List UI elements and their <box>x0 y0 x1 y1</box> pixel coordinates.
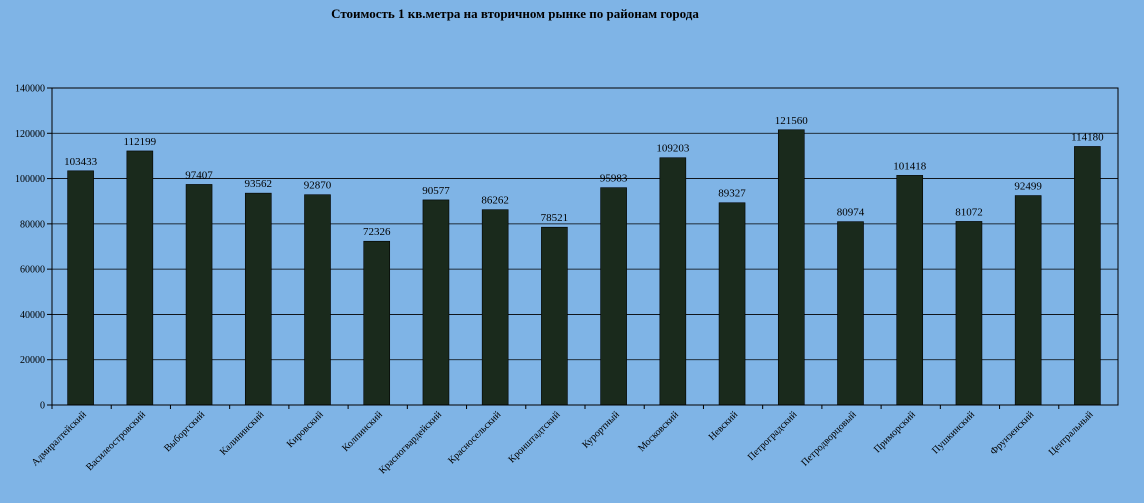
y-tick-label: 100000 <box>15 174 45 185</box>
y-tick-label: 140000 <box>15 84 45 95</box>
bar <box>363 240 391 406</box>
category-label: Приморский <box>872 409 918 455</box>
data-label: 121560 <box>775 115 809 127</box>
y-tick-label: 0 <box>40 401 45 412</box>
data-label: 114180 <box>1071 131 1104 143</box>
category-label: Кронштадтский <box>506 409 562 465</box>
data-label: 72326 <box>363 226 391 238</box>
bar <box>718 202 746 406</box>
bar <box>185 184 213 406</box>
category-label: Колпинский <box>340 409 385 454</box>
category-label: Калининский <box>218 409 267 458</box>
chart-title: Стоимость 1 кв.метра на вторичном рынке … <box>331 6 699 21</box>
data-label: 103433 <box>64 156 98 168</box>
category-label: Петроградский <box>746 409 800 463</box>
category-label: Василеостровский <box>84 409 148 473</box>
y-tick-label: 80000 <box>20 219 45 230</box>
data-label: 81072 <box>955 206 983 218</box>
bar <box>659 157 687 406</box>
bar <box>67 170 94 406</box>
data-label: 78521 <box>541 212 569 224</box>
data-label: 95983 <box>600 173 628 185</box>
category-label: Выборгский <box>162 409 207 454</box>
y-tick-label: 40000 <box>20 310 45 321</box>
category-label: Красногвардейский <box>377 409 444 476</box>
bar <box>1074 146 1101 406</box>
data-label: 93562 <box>245 178 273 190</box>
data-label: 80974 <box>837 207 865 219</box>
bar <box>896 175 924 406</box>
grid-lines <box>52 132 1118 361</box>
data-label: 92870 <box>304 180 332 192</box>
bar <box>955 221 983 406</box>
category-label: Курортный <box>580 409 622 451</box>
bar <box>244 192 272 406</box>
data-label: 86262 <box>481 195 509 207</box>
category-label: Невский <box>707 409 741 443</box>
data-label: 97407 <box>185 169 213 181</box>
category-label: Кировский <box>285 409 326 450</box>
category-label: Красносельский <box>446 409 504 467</box>
data-label: 89327 <box>718 188 746 200</box>
data-label: 101418 <box>893 160 927 172</box>
y-tick-label: 120000 <box>15 129 45 140</box>
bar <box>304 194 331 406</box>
bar <box>837 221 864 406</box>
category-label: Пушкинский <box>930 409 977 456</box>
bar <box>600 187 627 406</box>
axes <box>47 87 1119 409</box>
bar <box>126 150 154 406</box>
category-label: Петродворцовый <box>799 409 859 469</box>
bar <box>422 199 450 406</box>
data-label: 90577 <box>422 185 450 197</box>
bar <box>481 209 509 406</box>
category-label: Фрунзенский <box>988 409 1036 457</box>
data-label: 109203 <box>656 143 690 155</box>
y-tick-label: 20000 <box>20 355 45 366</box>
category-label: Московский <box>636 409 681 454</box>
category-label: Адмиралтейский <box>30 409 90 469</box>
category-label: Центральный <box>1047 409 1096 458</box>
bars <box>67 129 1101 406</box>
bar <box>777 129 805 406</box>
y-tick-label: 60000 <box>20 265 45 276</box>
bar <box>1014 195 1042 406</box>
data-label: 112199 <box>124 136 157 148</box>
bar <box>541 226 568 406</box>
data-label: 92499 <box>1014 181 1042 193</box>
